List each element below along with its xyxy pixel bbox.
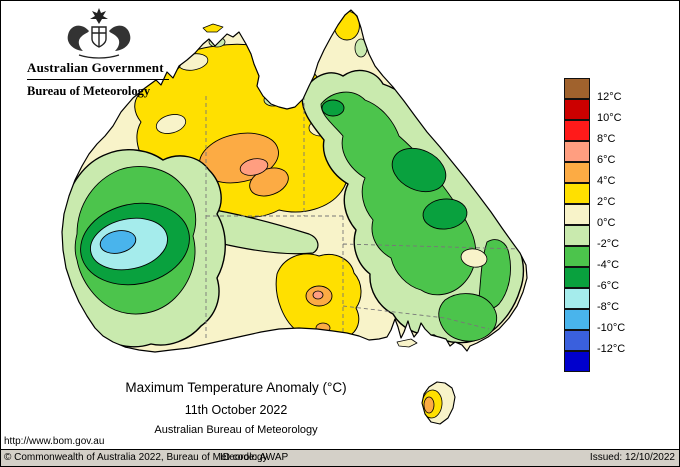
cream-pocket (260, 56, 286, 72)
legend-row: -2°C (564, 225, 644, 250)
legend-color-cell (564, 246, 590, 267)
legend-row: 2°C (564, 183, 644, 208)
legend-row: 8°C (564, 120, 644, 145)
legend-row: -6°C (564, 267, 644, 292)
legend: 12°C 10°C 8°C 6°C 4°C 2°C 0°C -2°C -4°C -6°C -8°C -… (564, 78, 644, 372)
legend-row: 0°C (564, 204, 644, 229)
legend-color-cell (564, 351, 590, 372)
crest-star-icon (90, 8, 108, 24)
mainland-coastline (61, 9, 528, 353)
government-title: Australian Government (27, 60, 164, 75)
copyright-text: © Commonwealth of Australia 2022, Bureau… (4, 452, 268, 463)
state-borders (205, 61, 521, 339)
cream-pocket-nsw (460, 248, 488, 268)
anomaly-green-vic (438, 293, 498, 342)
legend-color-cell (564, 141, 590, 162)
gov-header: Australian Government Bureau of Meteorol… (27, 6, 177, 99)
legend-row: -10°C (564, 309, 644, 334)
anomaly-blue-core-wa (99, 230, 137, 254)
legend-label: -10°C (597, 322, 626, 334)
legend-color-cell (564, 120, 590, 141)
legend-row: 4°C (564, 162, 644, 187)
footer-bar: © Commonwealth of Australia 2022, Bureau… (1, 449, 679, 466)
map-date: 11th October 2022 (184, 403, 288, 417)
legend-label: 12°C (597, 91, 622, 103)
legend-color-cell (564, 78, 590, 99)
legend-color-cell (564, 288, 590, 309)
coat-of-arms-logo (67, 8, 131, 59)
legend-label: 10°C (597, 112, 622, 124)
legend-row: 6°C (564, 141, 644, 166)
melville-island (202, 23, 224, 33)
legend-label: -4°C (597, 259, 620, 271)
kangaroo-island (396, 338, 418, 348)
legend-row: -8°C (564, 288, 644, 313)
bom-url: http://www.bom.gov.au (4, 436, 105, 447)
map-org: Australian Bureau of Meteorology (154, 424, 318, 436)
cream-pocket (155, 114, 187, 134)
legend-row: 10°C (564, 99, 644, 124)
legend-label: -6°C (597, 280, 620, 292)
legend-label: -12°C (597, 343, 626, 355)
anomaly-salmon-south (312, 290, 324, 300)
anomaly-dark-green-qld-1 (391, 147, 447, 193)
legend-label: 2°C (597, 196, 616, 208)
map-title: Maximum Temperature Anomaly (°C) (125, 380, 347, 395)
header-divider (27, 79, 169, 80)
id-code-text: ID code: AWAP (220, 452, 289, 463)
legend-row: -4°C (564, 246, 644, 271)
anomaly-dark-green-gulf (321, 99, 345, 117)
legend-label: -2°C (597, 238, 620, 250)
legend-row (564, 351, 644, 372)
legend-color-cell (564, 225, 590, 246)
anomaly-dark-green-qld-2 (422, 198, 468, 230)
legend-color-cell (564, 204, 590, 225)
map-caption: Maximum Temperature Anomaly (°C) 11th Oc… (26, 380, 446, 436)
legend-color-cell (564, 99, 590, 120)
kangaroo-icon (67, 25, 89, 51)
tasmania-coastline (421, 381, 456, 425)
bureau-title: Bureau of Meteorology (27, 84, 151, 98)
issued-text: Issued: 12/10/2022 (589, 452, 675, 463)
anomaly-salmon-core (239, 158, 269, 176)
legend-color-cell (564, 267, 590, 288)
legend-color-cell (564, 330, 590, 351)
legend-color-cell (564, 309, 590, 330)
legend-row: -12°C (564, 330, 644, 355)
legend-color-cell (564, 162, 590, 183)
legend-label: 0°C (597, 217, 616, 229)
anomaly-orange-tasmania (423, 396, 435, 414)
australia-temperature-anomaly-map (61, 9, 528, 425)
legend-row: 12°C (564, 78, 644, 103)
crest-scroll-icon (78, 54, 120, 59)
anomaly-orange-south-coast (315, 322, 331, 334)
legend-label: 4°C (597, 175, 616, 187)
emu-icon (109, 25, 131, 51)
anomaly-green-qld (320, 91, 477, 296)
legend-label: 6°C (597, 154, 616, 166)
legend-label: 8°C (597, 133, 616, 145)
legend-color-cell (564, 183, 590, 204)
legend-label: -8°C (597, 301, 620, 313)
